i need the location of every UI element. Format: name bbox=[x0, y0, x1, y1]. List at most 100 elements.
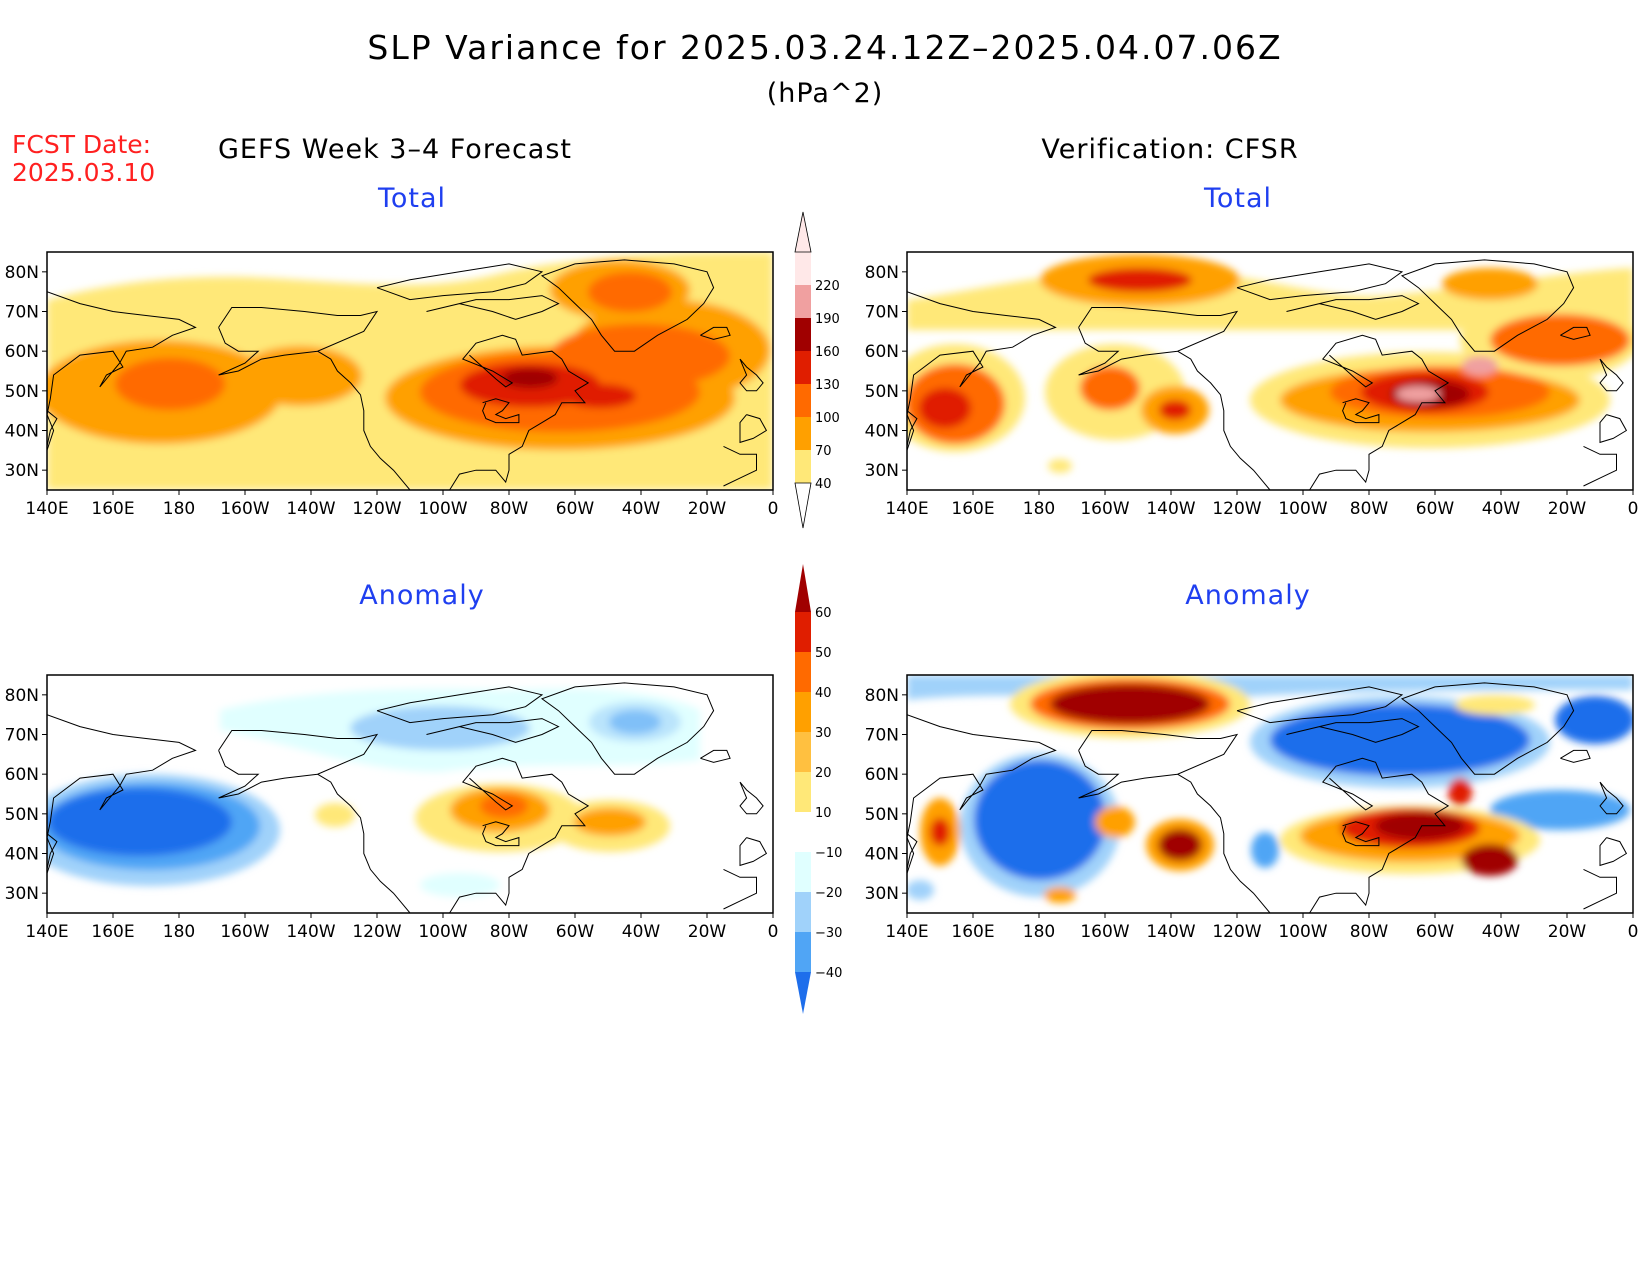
lat-tick-label: 60N bbox=[5, 765, 39, 785]
verification-total-title: Total bbox=[1203, 183, 1273, 214]
lon-tick-label: 100W bbox=[418, 922, 467, 942]
lon-tick-label: 160E bbox=[91, 499, 134, 519]
colorbar-label: 130 bbox=[815, 378, 840, 393]
colorbar-segment bbox=[795, 812, 811, 852]
coastline bbox=[1560, 326, 1591, 340]
lon-tick-label: 140W bbox=[1146, 922, 1195, 942]
lon-tick-label: 80W bbox=[1350, 499, 1389, 519]
lon-tick-label: 120W bbox=[352, 922, 401, 942]
lon-tick-label: 20W bbox=[688, 499, 727, 519]
coastline bbox=[723, 445, 757, 487]
colorbar-segment bbox=[795, 384, 811, 417]
lon-tick-label: 160E bbox=[951, 922, 994, 942]
colorbar-segment bbox=[795, 450, 811, 483]
coastline bbox=[540, 259, 715, 352]
lon-tick-label: 20W bbox=[1548, 499, 1587, 519]
colorbar-label: 10 bbox=[815, 806, 832, 821]
lat-tick-label: 70N bbox=[865, 726, 899, 746]
coastline bbox=[739, 358, 764, 392]
lon-tick-label: 0 bbox=[1628, 499, 1639, 519]
coastline bbox=[1560, 749, 1591, 763]
lat-tick-label: 80N bbox=[5, 686, 39, 706]
coastline bbox=[739, 837, 768, 867]
lat-tick-label: 60N bbox=[865, 765, 899, 785]
coastline bbox=[1078, 730, 1239, 799]
shaded-field bbox=[47, 252, 773, 490]
coastline bbox=[1599, 414, 1628, 444]
lon-tick-label: 140W bbox=[286, 922, 335, 942]
colorbar-segment bbox=[795, 932, 811, 972]
lat-tick-label: 40N bbox=[5, 422, 39, 442]
lon-tick-label: 100W bbox=[418, 499, 467, 519]
panel-forecast-anomaly bbox=[46, 674, 774, 914]
coastline bbox=[1177, 773, 1271, 913]
lon-tick-label: 160W bbox=[220, 922, 269, 942]
panel-forecast-total bbox=[46, 251, 774, 491]
coastline bbox=[1236, 686, 1404, 724]
coastline bbox=[1236, 263, 1404, 301]
lat-tick-label: 50N bbox=[5, 382, 39, 402]
lat-tick-label: 50N bbox=[865, 382, 899, 402]
colorbar-segment bbox=[795, 692, 811, 732]
coastline bbox=[1599, 358, 1624, 392]
colorbar-segment bbox=[795, 852, 811, 892]
lat-tick-label: 30N bbox=[5, 884, 39, 904]
lat-tick-label: 30N bbox=[5, 461, 39, 481]
coastline-group bbox=[907, 259, 1628, 490]
coastline bbox=[907, 714, 1057, 874]
coastline bbox=[1599, 837, 1628, 867]
coastline bbox=[700, 326, 731, 340]
coastline bbox=[1342, 398, 1380, 424]
colorbar-label: −30 bbox=[815, 926, 842, 941]
lat-tick-label: 80N bbox=[865, 263, 899, 283]
coastline bbox=[376, 686, 544, 724]
coastline bbox=[1599, 781, 1624, 815]
lon-tick-label: 120W bbox=[352, 499, 401, 519]
shaded-field bbox=[907, 675, 1633, 903]
colorbar-bottom-arrow bbox=[794, 482, 812, 529]
colorbar-label: 20 bbox=[815, 766, 832, 781]
colorbar-anomaly: 60 50 40 30 20 10 −10 −20 −30 −40 bbox=[795, 564, 842, 1014]
lon-tick-label: 0 bbox=[1628, 922, 1639, 942]
lat-tick-label: 40N bbox=[5, 845, 39, 865]
lon-tick-label: 160W bbox=[1080, 499, 1129, 519]
colorbar-label: −40 bbox=[815, 966, 842, 981]
colorbar-label: 100 bbox=[815, 411, 840, 426]
lon-tick-label: 160E bbox=[91, 922, 134, 942]
colorbar-label: −10 bbox=[815, 846, 842, 861]
coastline bbox=[1342, 821, 1380, 847]
lon-tick-label: 100W bbox=[1278, 922, 1327, 942]
colorbar-segment bbox=[795, 417, 811, 450]
coastline bbox=[47, 410, 58, 447]
coastline bbox=[317, 773, 411, 913]
colorbar-top-arrow bbox=[795, 564, 811, 612]
lat-tick-label: 70N bbox=[865, 303, 899, 323]
lon-tick-label: 140E bbox=[25, 499, 68, 519]
coastline bbox=[482, 821, 520, 847]
lat-tick-label: 60N bbox=[5, 342, 39, 362]
lon-tick-label: 120W bbox=[1212, 922, 1261, 942]
lat-tick-label: 30N bbox=[865, 461, 899, 481]
lon-tick-label: 80W bbox=[490, 922, 529, 942]
coastline bbox=[1286, 295, 1420, 320]
coastline bbox=[1400, 682, 1575, 775]
lon-tick-label: 160W bbox=[1080, 922, 1129, 942]
coastline bbox=[1177, 350, 1271, 490]
lon-tick-label: 140W bbox=[286, 499, 335, 519]
coastline bbox=[426, 295, 560, 320]
coastline bbox=[218, 307, 379, 376]
lon-tick-label: 80W bbox=[1350, 922, 1389, 942]
coastline bbox=[1309, 757, 1450, 913]
coastline bbox=[723, 868, 757, 910]
colorbar-label: 30 bbox=[815, 726, 832, 741]
lat-tick-label: 30N bbox=[865, 884, 899, 904]
colorbar-segment bbox=[795, 318, 811, 351]
lon-tick-label: 140E bbox=[885, 922, 928, 942]
lon-tick-label: 160W bbox=[220, 499, 269, 519]
colorbar-label: 50 bbox=[815, 646, 832, 661]
lat-tick-label: 60N bbox=[865, 342, 899, 362]
colorbar-segment bbox=[795, 772, 811, 812]
units-label: (hPa^2) bbox=[766, 78, 884, 109]
coastline bbox=[47, 714, 197, 874]
